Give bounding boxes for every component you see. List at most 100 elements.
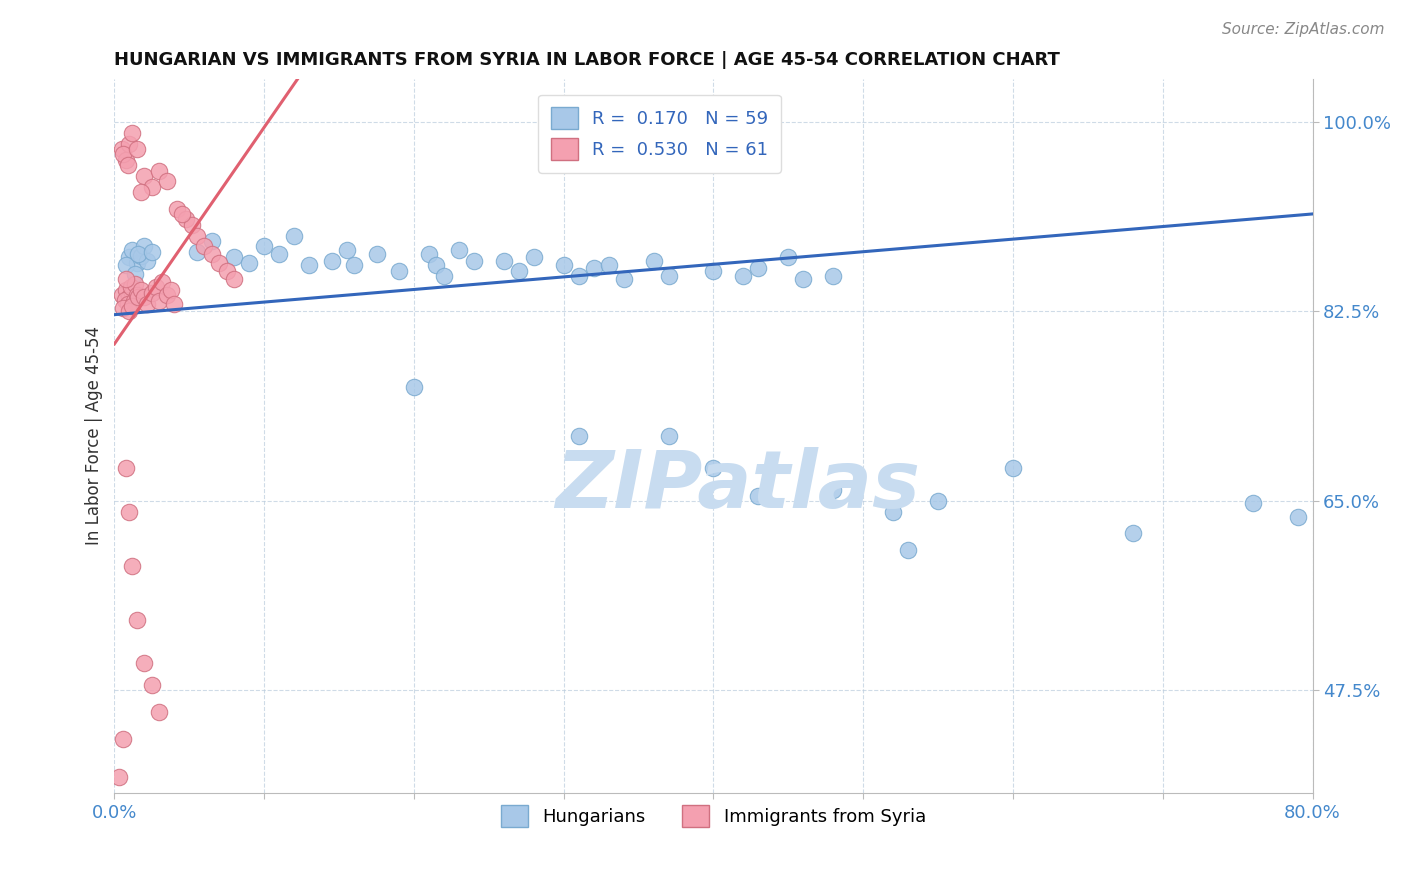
Point [156,288,179,302]
Point [122,293,145,308]
Point [298,258,321,272]
Point [335,243,357,257]
Point [127,290,149,304]
Point [418,247,440,261]
Point [115,283,138,297]
Point [115,272,138,286]
Point [115,153,138,167]
Point [433,268,456,283]
Point [121,243,143,257]
Point [238,255,260,269]
Point [927,494,949,508]
Point [215,264,238,278]
Point [145,279,167,293]
Point [141,285,163,300]
Point [141,244,163,259]
Point [224,272,246,286]
Point [186,244,208,259]
Point [193,239,215,253]
Point [118,304,141,318]
Point [121,558,143,573]
Point [425,258,447,272]
Point [121,299,143,313]
Point [186,228,208,243]
Point [131,283,153,297]
Point [112,301,135,315]
Point [134,239,156,253]
Point [156,174,179,188]
Point [125,142,148,156]
Point [823,483,845,497]
Point [568,429,591,443]
Point [148,705,170,719]
Point [120,279,142,293]
Point [118,505,141,519]
Point [148,293,170,308]
Point [112,732,135,747]
Point [124,267,146,281]
Point [131,249,153,263]
Point [463,253,485,268]
Point [134,290,156,304]
Text: Source: ZipAtlas.com: Source: ZipAtlas.com [1222,22,1385,37]
Point [1002,461,1025,475]
Point [1286,510,1309,524]
Point [568,268,591,283]
Point [141,179,163,194]
Point [176,212,198,227]
Point [492,253,515,268]
Point [125,613,148,627]
Point [613,272,636,286]
Point [658,268,681,283]
Point [321,253,343,268]
Point [112,147,135,161]
Point [121,285,143,300]
Point [582,261,605,276]
Point [111,288,134,302]
Point [134,657,156,671]
Text: HUNGARIAN VS IMMIGRANTS FROM SYRIA IN LABOR FORCE | AGE 45-54 CORRELATION CHART: HUNGARIAN VS IMMIGRANTS FROM SYRIA IN LA… [114,51,1060,69]
Point [136,297,159,311]
Point [118,290,141,304]
Point [882,505,904,519]
Point [402,380,425,394]
Point [658,429,681,443]
Point [131,186,153,200]
Point [208,255,231,269]
Point [447,243,470,257]
Point [160,283,183,297]
Point [1122,526,1144,541]
Point [121,126,143,140]
Point [253,239,276,253]
Point [523,250,546,264]
Point [108,770,131,784]
Point [201,247,224,261]
Point [553,258,575,272]
Point [150,275,173,289]
Point [124,277,146,292]
Point [201,234,224,248]
Point [181,218,204,232]
Point [118,136,141,151]
Point [127,247,149,261]
Point [269,247,291,261]
Point [118,250,141,264]
Point [1241,496,1264,510]
Point [111,142,134,156]
Point [117,158,139,172]
Point [148,163,170,178]
Point [598,258,620,272]
Point [136,253,159,268]
Point [343,258,366,272]
Point [747,261,769,276]
Point [163,297,186,311]
Point [823,268,845,283]
Point [388,264,411,278]
Point [224,250,246,264]
Point [733,268,755,283]
Point [702,461,724,475]
Point [125,288,148,302]
Point [166,202,188,216]
Point [134,169,156,183]
Text: ZIPatlas: ZIPatlas [555,447,920,525]
